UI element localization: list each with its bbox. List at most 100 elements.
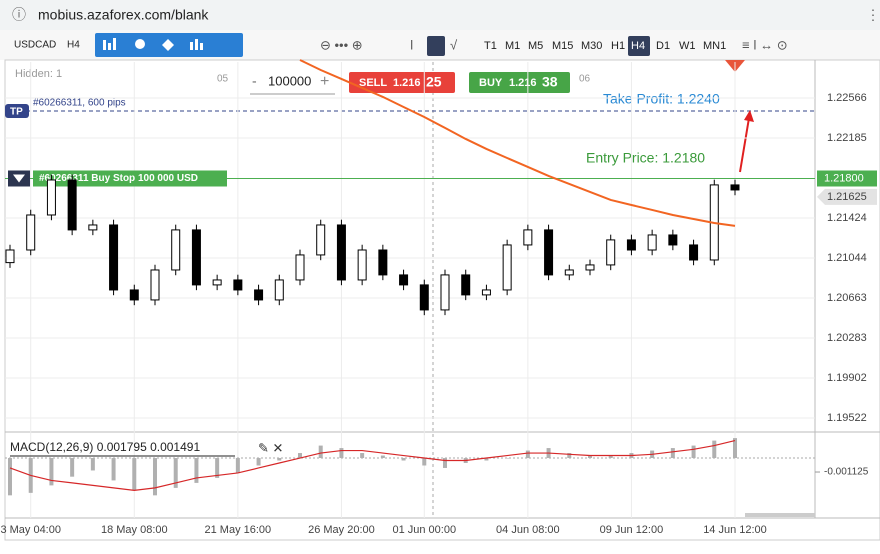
right-tool-icons[interactable]: ≡ ǀ ↔ ⊙ — [742, 37, 788, 52]
sell-button[interactable] — [349, 72, 455, 93]
macd-tick-label: -0.001125 — [824, 467, 869, 478]
candle-body — [440, 274, 450, 311]
candle-body — [378, 249, 388, 276]
candle-body — [564, 269, 574, 276]
order-arrow[interactable] — [13, 174, 25, 183]
macd-bar — [339, 448, 344, 459]
timeframe[interactable]: H4 — [631, 40, 645, 52]
candle-body — [419, 284, 429, 311]
macd-tools[interactable]: ✎ ✕ — [258, 440, 283, 455]
candle-body — [171, 229, 181, 271]
timeframe[interactable]: W1 — [679, 40, 696, 52]
x-tick-label: 26 May 20:00 — [308, 524, 375, 536]
x-tick-label: 21 May 16:00 — [205, 524, 272, 536]
buy-label[interactable]: BUY — [479, 77, 503, 89]
macd-bar — [49, 458, 54, 486]
zoom-controls[interactable]: ⊖ ••• ⊕ — [320, 37, 363, 52]
lot-plus[interactable]: + — [320, 73, 329, 90]
timeframe-active[interactable] — [628, 36, 650, 56]
order-label[interactable]: #60266311 Buy Stop 100 000 USD — [39, 173, 198, 184]
browser-bar — [0, 0, 880, 30]
candle-body — [689, 244, 699, 261]
tool-icons — [103, 38, 203, 51]
y-tick-label: 1.19522 — [827, 412, 867, 424]
period[interactable]: H4 — [67, 40, 80, 51]
candle-body — [150, 269, 160, 301]
url[interactable]: mobius.azaforex.com/blank — [38, 7, 209, 23]
timeframe[interactable]: T1 — [484, 40, 497, 52]
macd-bar — [380, 455, 385, 459]
candle-body — [212, 279, 222, 286]
candle-body — [336, 224, 346, 281]
candle-body — [233, 279, 243, 291]
y-tick-label: 1.20663 — [827, 292, 867, 304]
candle-body — [191, 229, 201, 286]
lock-icon: ⓘ — [12, 7, 26, 23]
buy-price[interactable]: 1.216 — [509, 77, 537, 89]
macd-bar — [525, 450, 530, 459]
candle-body — [254, 289, 264, 301]
scrollbar[interactable] — [745, 513, 815, 517]
session-label: 06 — [579, 74, 591, 85]
macd-bar — [401, 458, 406, 461]
x-tick-label: 3 May 04:00 — [0, 524, 61, 536]
sell-price[interactable]: 1.216 — [393, 77, 421, 89]
timeframe[interactable]: H1 — [611, 40, 625, 52]
timeframe[interactable]: MN1 — [703, 40, 726, 52]
current-price-bg — [817, 188, 877, 205]
candle-body — [109, 224, 119, 291]
macd-bar — [194, 458, 199, 483]
macd-bar — [90, 458, 95, 471]
macd-bar — [422, 458, 427, 466]
macd-bar — [608, 455, 613, 459]
symbol[interactable]: USDCAD — [14, 40, 56, 51]
entry-text: Entry Price: 1.2180 — [586, 150, 705, 166]
timeframe[interactable]: M1 — [505, 40, 520, 52]
order-label-bg[interactable] — [33, 170, 227, 187]
tp-tag-text[interactable]: TP — [10, 107, 23, 118]
macd-bar — [360, 453, 365, 459]
take-profit-text: Take Profit: 1.2240 — [603, 91, 720, 107]
buy-button[interactable] — [469, 72, 570, 93]
line-type-icon[interactable]: √ — [450, 37, 458, 52]
timeframe[interactable]: M15 — [552, 40, 573, 52]
macd-bar — [153, 458, 157, 496]
timeframe[interactable]: M30 — [581, 40, 602, 52]
buy-pips[interactable]: 38 — [542, 74, 558, 90]
candle-body — [606, 239, 616, 266]
macd-bar — [235, 458, 240, 473]
chart-type-icons[interactable]: ǀ — [410, 37, 413, 52]
x-tick-label: 04 Jun 08:00 — [496, 524, 560, 536]
candle-body — [316, 224, 326, 256]
candle-type-active[interactable] — [427, 36, 445, 56]
menu-icon[interactable]: ⋮ — [866, 7, 880, 23]
current-price-label: 1.21625 — [827, 191, 867, 203]
macd-bar — [443, 458, 447, 468]
sell-pips[interactable]: 25 — [426, 74, 442, 90]
x-tick-label: 14 Jun 12:00 — [703, 524, 767, 536]
candle-body — [523, 229, 533, 246]
y-tick-label: 1.21044 — [827, 252, 867, 264]
macd-bar — [215, 458, 220, 478]
candle-body — [46, 179, 56, 216]
y-tick-label: 1.19902 — [827, 372, 867, 384]
candle-body — [88, 224, 98, 231]
macd-bar — [70, 458, 75, 477]
session-label: 05 — [217, 74, 229, 85]
sell-label[interactable]: SELL — [359, 77, 387, 89]
macd-bar — [484, 458, 489, 461]
macd-bar — [173, 458, 178, 488]
macd-bar — [318, 445, 323, 459]
y-tick-label: 1.22566 — [827, 92, 867, 104]
lot-minus[interactable]: - — [252, 73, 257, 89]
tp-tag[interactable] — [5, 104, 29, 118]
macd-bar — [712, 440, 717, 459]
timeframe[interactable]: M5 — [528, 40, 543, 52]
timeframe[interactable]: D1 — [656, 40, 670, 52]
hidden-count[interactable]: Hidden: 1 — [15, 68, 62, 80]
candle-body — [5, 249, 15, 264]
chart-frame — [4, 59, 880, 541]
macd-bar — [111, 458, 116, 481]
lot-size[interactable]: 100000 — [268, 73, 311, 88]
